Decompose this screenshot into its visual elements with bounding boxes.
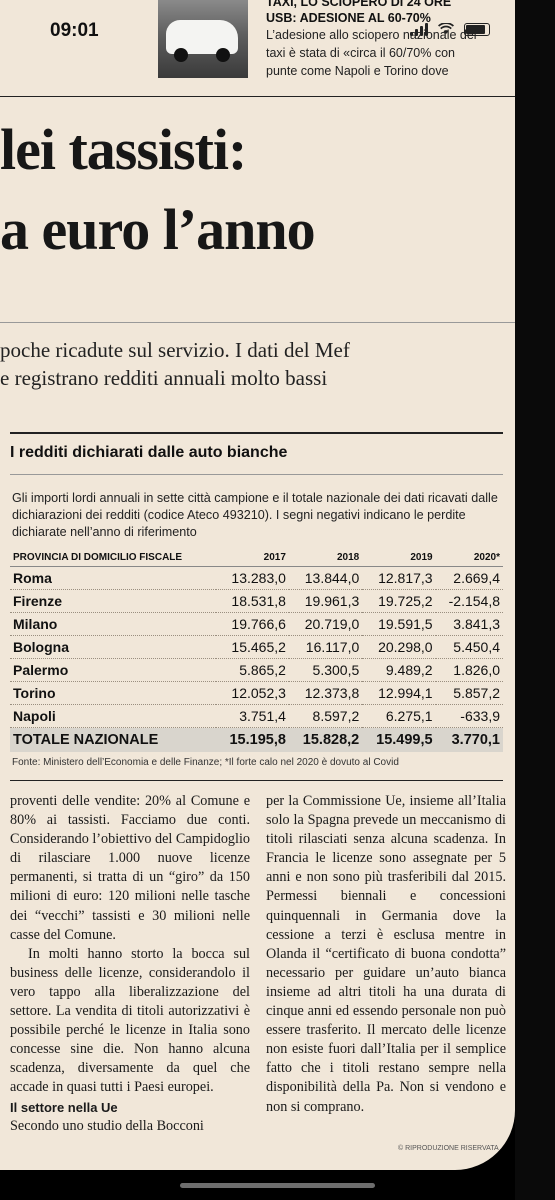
column-header: 2019 <box>362 550 436 567</box>
article-paragraph: In molti hanno storto la bocca sul busin… <box>10 945 250 1096</box>
table-cell: Torino <box>10 681 216 705</box>
table-cell: 15.828,2 <box>288 727 363 752</box>
article-column-right: per la Commissione Ue, insieme all’Itali… <box>266 792 506 1117</box>
article-column-left: proventi delle vendite: 20% al Comune e … <box>10 792 250 1136</box>
column-header: 2017 <box>215 550 289 567</box>
table-cell: 5.450,4 <box>435 635 503 659</box>
phone-screen: 09:01 TAXI, LO SCIOPERO DI 24 ORE USB: A… <box>0 0 515 1170</box>
article-rule <box>10 780 503 781</box>
table-cell: 15.195,8 <box>215 727 289 752</box>
table-row: Roma 13.283,0 13.844,0 12.817,3 2.669,4 <box>10 566 503 590</box>
table-cell: TOTALE NAZIONALE <box>10 727 216 752</box>
table-cell: 20.719,0 <box>288 612 363 636</box>
table-cell: Napoli <box>10 704 216 728</box>
table-cell: 16.117,0 <box>288 635 363 659</box>
table-cell: 2.669,4 <box>435 566 503 590</box>
table-cell: 15.499,5 <box>362 727 436 752</box>
table-cell: Palermo <box>10 658 216 682</box>
table-row: Firenze 18.531,8 19.961,3 19.725,2 -2.154,8 <box>10 589 503 613</box>
taxi-photo[interactable] <box>158 0 248 78</box>
table-cell: 3.770,1 <box>435 727 503 752</box>
table-row: Milano 19.766,6 20.719,0 19.591,5 3.841,3 <box>10 612 503 636</box>
table-cell: 12.373,8 <box>288 681 363 705</box>
table-cell: 3.841,3 <box>435 612 503 636</box>
teaser-text: L’adesione allo sciopero nazionale dei t… <box>266 28 477 78</box>
infobox-rule <box>10 432 503 434</box>
table-cell: 19.725,2 <box>362 589 436 613</box>
table-cell: 19.961,3 <box>288 589 363 613</box>
article-paragraph: Secondo uno studio della Bocconi <box>10 1117 204 1134</box>
table-row: Bologna 15.465,2 16.117,0 20.298,0 5.450,4 <box>10 635 503 659</box>
income-table: PROVINCIA DI DOMICILIO FISCALE 2017 2018… <box>10 550 503 752</box>
headline-line-1: lei tassisti: <box>0 117 247 182</box>
table-cell: Bologna <box>10 635 216 659</box>
table-cell: 13.844,0 <box>288 566 363 590</box>
signal-icon <box>410 22 428 36</box>
teaser-title[interactable]: TAXI, LO SCIOPERO DI 24 ORE USB: ADESION… <box>266 0 452 25</box>
table-row: Torino 12.052,3 12.373,8 12.994,1 5.857,2 <box>10 681 503 705</box>
table-cell: 19.766,6 <box>215 612 289 636</box>
table-cell: 5.857,2 <box>435 681 503 705</box>
subhead-line-2: e registrano redditi annuali molto bassi <box>0 366 328 390</box>
table-cell: 19.591,5 <box>362 612 436 636</box>
table-cell: 8.597,2 <box>288 704 363 728</box>
reproduction-notice: © RIPRODUZIONE RISERVATA <box>398 1145 499 1152</box>
table-total-row: TOTALE NAZIONALE 15.195,8 15.828,2 15.49… <box>10 727 503 752</box>
table-cell: Firenze <box>10 589 216 613</box>
column-header: 2018 <box>288 550 363 567</box>
headline-line-2: a euro l’anno <box>0 197 316 262</box>
subhead-line-1: poche ricadute sul servizio. I dati del … <box>0 338 350 362</box>
infobox-title-rule <box>10 474 503 475</box>
table-header-row: PROVINCIA DI DOMICILIO FISCALE 2017 2018… <box>10 550 503 567</box>
home-indicator[interactable] <box>180 1183 375 1188</box>
table-cell: 5.865,2 <box>215 658 289 682</box>
table-source: Fonte: Ministero dell’Economia e delle F… <box>12 757 399 768</box>
table-cell: 3.751,4 <box>215 704 289 728</box>
status-time: 09:01 <box>50 20 99 41</box>
table-cell: 12.817,3 <box>362 566 436 590</box>
article-paragraph: proventi delle vendite: 20% al Comune e … <box>10 793 250 943</box>
wifi-icon <box>438 23 454 34</box>
table-cell: Milano <box>10 612 216 636</box>
table-row: Napoli 3.751,4 8.597,2 6.275,1 -633,9 <box>10 704 503 728</box>
table-cell: 15.465,2 <box>215 635 289 659</box>
table-cell: 9.489,2 <box>362 658 436 682</box>
headline-rule <box>0 322 515 323</box>
table-cell: 12.052,3 <box>215 681 289 705</box>
infobox-title: I redditi dichiarati dalle auto bianche <box>10 444 288 461</box>
table-cell: Roma <box>10 566 216 590</box>
section-heading: Il settore nella Ue <box>10 1099 118 1115</box>
table-cell: -2.154,8 <box>435 589 503 613</box>
column-header: PROVINCIA DI DOMICILIO FISCALE <box>10 550 216 567</box>
column-header: 2020* <box>435 550 503 567</box>
article-paragraph: per la Commissione Ue, insieme all’Itali… <box>266 793 506 1115</box>
table-cell: 13.283,0 <box>215 566 289 590</box>
table-cell: 1.826,0 <box>435 658 503 682</box>
battery-icon <box>464 22 490 36</box>
table-row: Palermo 5.865,2 5.300,5 9.489,2 1.826,0 <box>10 658 503 682</box>
table-cell: 18.531,8 <box>215 589 289 613</box>
table-cell: 6.275,1 <box>362 704 436 728</box>
top-rule <box>0 96 515 97</box>
infobox-description: Gli importi lordi annuali in sette città… <box>12 491 498 539</box>
table-cell: 12.994,1 <box>362 681 436 705</box>
table-cell: 20.298,0 <box>362 635 436 659</box>
table-cell: 5.300,5 <box>288 658 363 682</box>
table-cell: -633,9 <box>435 704 503 728</box>
device-bezel <box>515 0 555 1200</box>
status-icons <box>410 22 490 36</box>
